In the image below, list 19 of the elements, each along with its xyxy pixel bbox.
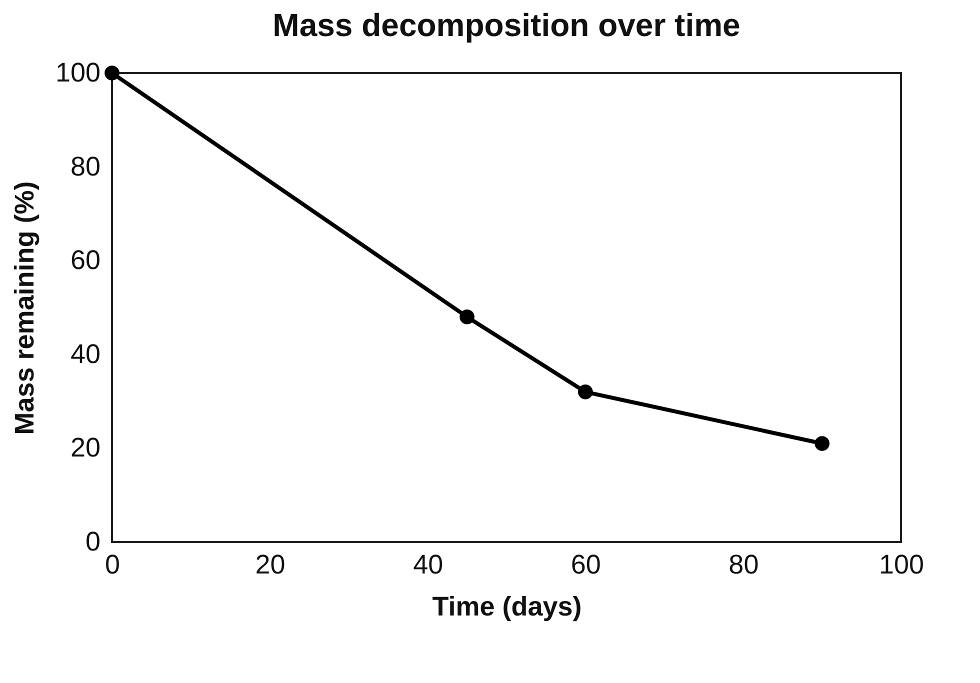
y-tick-label: 80 (70, 151, 100, 182)
y-tick-label: 0 (85, 526, 100, 556)
y-tick-label: 100 (55, 58, 100, 88)
y-tick-label: 40 (70, 338, 100, 369)
y-tick-label: 20 (70, 432, 100, 463)
point (460, 309, 474, 324)
point (104, 66, 120, 80)
x-tick-label: 20 (255, 550, 286, 580)
point (578, 384, 593, 400)
x-axis-title: Time (days) (432, 592, 582, 622)
chart-title: Mass decomposition over time (272, 7, 740, 43)
x-tick-label: 80 (728, 550, 759, 580)
x-tick-label: 100 (878, 550, 924, 580)
x-tick-label: 40 (413, 550, 444, 580)
x-tick-label: 0 (104, 550, 120, 580)
y-tick-label: 60 (70, 245, 100, 276)
point (814, 436, 830, 451)
y-axis-title: Mass remaining (%) (9, 181, 40, 435)
x-tick-label: 60 (570, 550, 601, 580)
